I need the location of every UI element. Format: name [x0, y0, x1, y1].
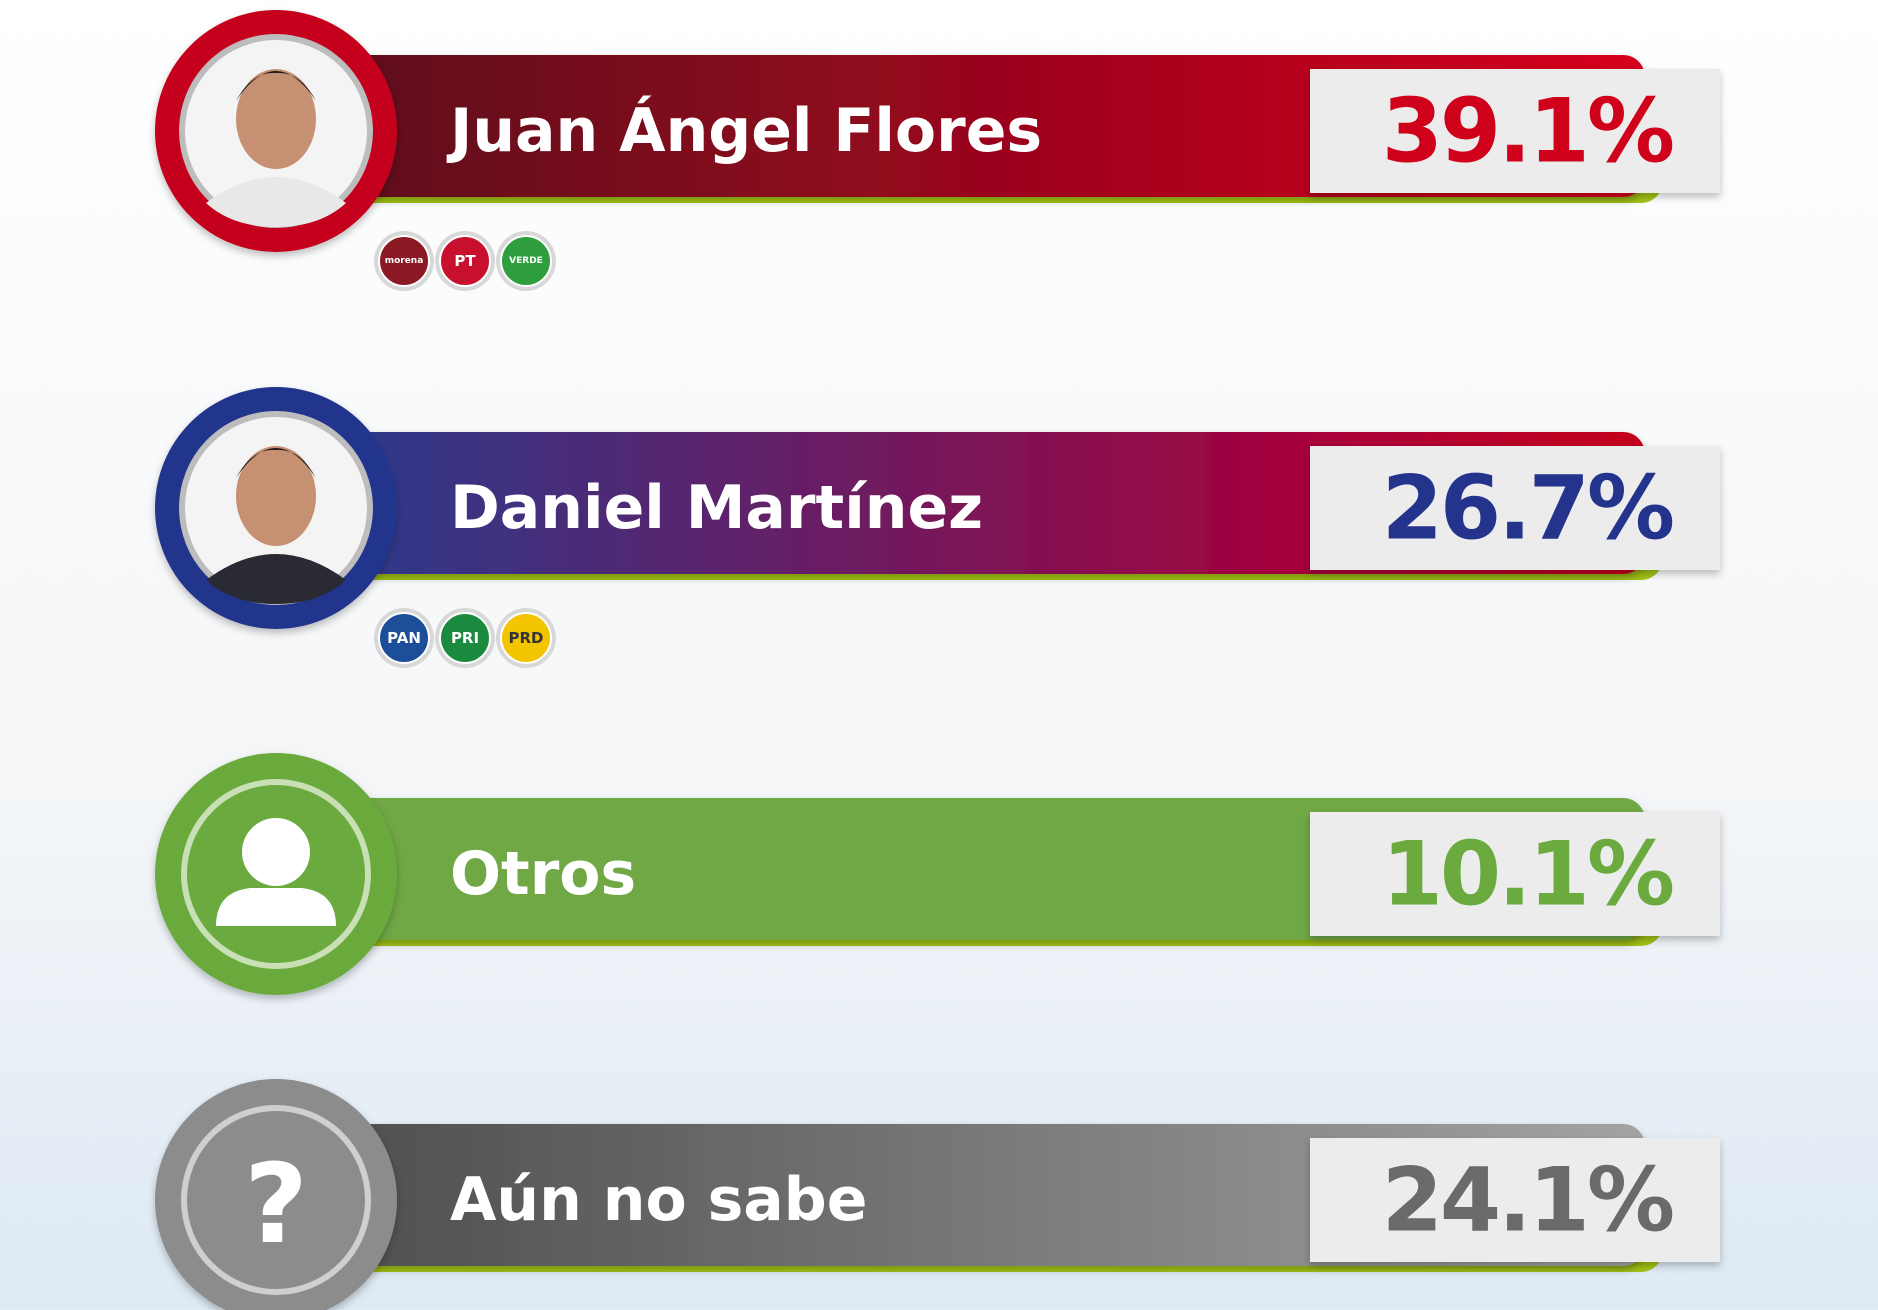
candidate-row: Aún no sabe 24.1%?	[155, 1079, 1720, 1310]
avatar-shoulders	[206, 177, 346, 227]
avatar-frame	[181, 1105, 371, 1295]
candidate-name: Aún no sabe	[450, 1165, 867, 1235]
percentage: 39.1%	[1382, 80, 1673, 183]
party-logo-inner	[439, 612, 491, 664]
question-icon: ?	[244, 1140, 308, 1268]
party-name: morena	[385, 256, 424, 266]
avatar-shoulders	[206, 554, 346, 604]
party-name: PT	[454, 252, 476, 270]
party-name: PRD	[509, 629, 544, 647]
percentage: 10.1%	[1382, 823, 1673, 926]
value-box	[1310, 1138, 1720, 1262]
party-logo-inner	[378, 235, 430, 287]
candidate-name: Daniel Martínez	[450, 473, 983, 543]
candidate-row: Otros 10.1%	[155, 753, 1720, 995]
candidate-name: Otros	[450, 839, 636, 909]
party-name: PRI	[451, 629, 479, 647]
candidate-row: Juan Ángel Flores 39.1% morena PT VERDE	[155, 10, 1720, 291]
party-logo-inner	[439, 235, 491, 287]
value-box	[1310, 69, 1720, 193]
percentage: 26.7%	[1382, 457, 1673, 560]
party-name: VERDE	[509, 256, 543, 266]
avatar-face	[236, 69, 316, 169]
person-body	[216, 888, 336, 926]
avatar-hair	[236, 448, 316, 478]
party-logo-inner	[378, 612, 430, 664]
value-box	[1310, 812, 1720, 936]
avatar-face	[236, 446, 316, 546]
party-logo-inner	[500, 235, 552, 287]
person-head	[242, 818, 310, 886]
candidate-row: Daniel Martínez 26.7% PAN PRI PRD	[155, 387, 1720, 668]
candidate-name: Juan Ángel Flores	[446, 95, 1042, 166]
value-box	[1310, 446, 1720, 570]
percentage: 24.1%	[1382, 1149, 1673, 1252]
party-name: PAN	[387, 629, 421, 647]
party-logo-inner	[500, 612, 552, 664]
avatar-hair	[236, 71, 316, 101]
